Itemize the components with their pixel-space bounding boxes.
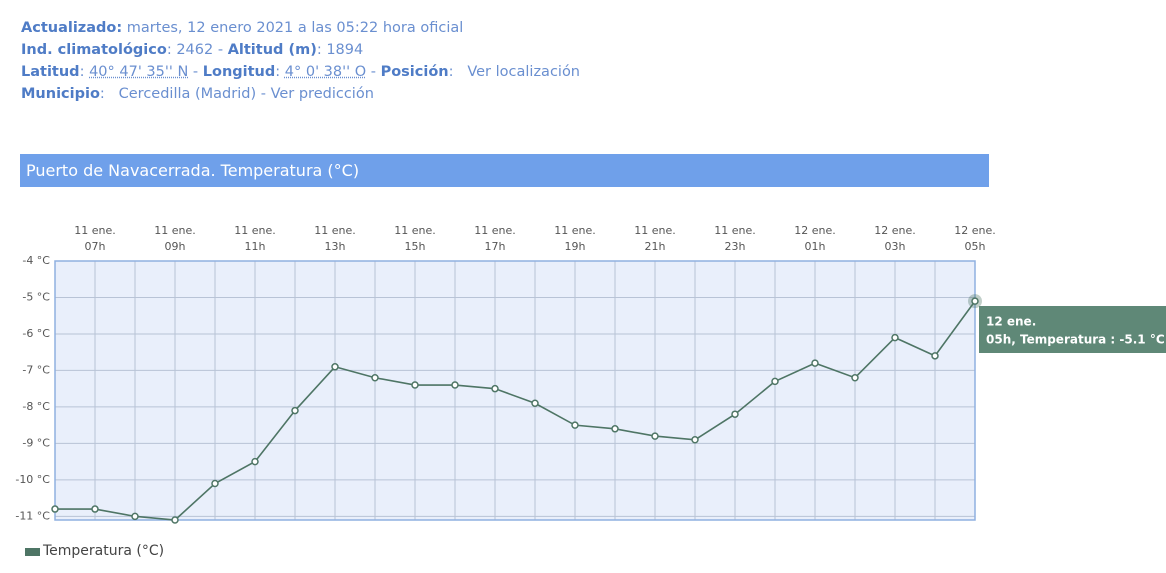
x-tick-label: 03h <box>885 240 906 253</box>
y-tick-label: -10 °C <box>15 473 50 486</box>
x-tick-date: 12 ene. <box>954 224 996 237</box>
legend-label[interactable]: Temperatura (°C) <box>42 543 164 559</box>
point <box>211 479 219 488</box>
point <box>891 333 899 342</box>
info-value[interactable]: Cercedilla (Madrid) - Ver predicción <box>118 86 374 102</box>
info-row: Latitud: 40° 47' 35'' N - Longitud: 4° 0… <box>21 61 580 83</box>
separator: : <box>79 64 90 80</box>
point <box>971 297 979 305</box>
point <box>651 432 659 440</box>
x-tick-date: 11 ene. <box>634 224 676 237</box>
x-tick-date: 12 ene. <box>874 224 916 237</box>
info-value: 4° 0' 38'' O <box>284 64 367 80</box>
line <box>55 300 976 521</box>
y-tick-label: -9 °C <box>22 436 50 449</box>
info-value[interactable]: Ver localización <box>467 64 581 80</box>
plot-border <box>54 260 976 521</box>
x-tick-date: 11 ene. <box>474 224 516 237</box>
point <box>491 384 499 393</box>
info-value: martes, 12 enero 2021 a las 05:22 hora o… <box>122 20 464 36</box>
x-tick-date: 11 ene. <box>714 224 756 237</box>
chart-title: Puerto de Navacerrada. Temperatura (°C) <box>20 154 989 187</box>
y-tick-label: -4 °C <box>22 254 50 267</box>
x-tick-label: 01h <box>805 240 826 253</box>
info-label: Ind. climatológico <box>21 42 167 58</box>
point <box>411 381 419 389</box>
info-row: Actualizado: martes, 12 enero 2021 a las… <box>21 17 580 39</box>
info-row: Municipio: Cercedilla (Madrid) - Ver pre… <box>21 83 580 105</box>
point <box>531 399 539 408</box>
x-tick-date: 11 ene. <box>394 224 436 237</box>
point <box>811 359 819 367</box>
station-info: Actualizado: martes, 12 enero 2021 a las… <box>21 17 580 105</box>
point <box>371 373 379 382</box>
point <box>251 457 259 466</box>
x-tick-date: 12 ene. <box>794 224 836 237</box>
point <box>171 516 179 524</box>
plot-area <box>55 261 975 520</box>
x-tick-label: 07h <box>85 240 106 253</box>
point <box>771 377 779 386</box>
point <box>571 421 579 429</box>
point <box>931 352 939 360</box>
y-tick-label: -8 °C <box>22 400 50 413</box>
point <box>451 381 459 389</box>
x-tick-date: 11 ene. <box>154 224 196 237</box>
info-value: : 2462 - <box>166 42 228 58</box>
separator: - <box>188 64 203 80</box>
x-tick-label: 11h <box>245 240 266 253</box>
separator: - <box>366 64 381 80</box>
point <box>331 363 339 371</box>
x-tick-label: 05h <box>965 240 986 253</box>
x-tick-label: 23h <box>725 240 746 253</box>
info-row: Ind. climatológico: 2462 - Altitud (m): … <box>21 39 580 61</box>
y-tick-label: -6 °C <box>22 327 50 340</box>
x-tick-label: 15h <box>405 240 426 253</box>
info-label: Municipio <box>21 86 100 102</box>
info-label: Latitud <box>21 64 80 80</box>
separator: : <box>99 86 119 102</box>
tooltip-text: 05h, Temperatura : -5.1 °C <box>986 333 1165 347</box>
y-tick-label: -7 °C <box>22 363 50 376</box>
x-tick-date: 11 ene. <box>554 224 596 237</box>
separator: : <box>448 64 468 80</box>
point <box>851 373 859 382</box>
tooltip-box <box>979 306 1166 353</box>
x-tick-label: 17h <box>485 240 506 253</box>
info-label: Posición <box>380 64 449 80</box>
point <box>691 435 699 444</box>
point <box>291 406 299 415</box>
info-label: Altitud (m) <box>227 42 317 58</box>
separator: : <box>275 64 285 80</box>
info-label: Longitud <box>202 64 276 80</box>
y-tick-label: -11 °C <box>15 509 50 522</box>
tooltip-title: 12 ene. <box>986 315 1036 329</box>
x-tick-label: 21h <box>645 240 666 253</box>
point <box>731 410 739 418</box>
x-tick-label: 09h <box>165 240 186 253</box>
x-tick-label: 19h <box>565 240 586 253</box>
info-value: 40° 47' 35'' N <box>89 64 189 80</box>
x-tick-date: 11 ene. <box>74 224 116 237</box>
x-tick-date: 11 ene. <box>314 224 356 237</box>
x-tick-date: 11 ene. <box>234 224 276 237</box>
info-label: Actualizado: <box>21 20 123 36</box>
point <box>51 505 59 513</box>
legend-swatch <box>25 548 40 556</box>
y-tick-label: -5 °C <box>22 290 50 303</box>
x-tick-label: 13h <box>325 240 346 253</box>
point <box>91 505 99 513</box>
info-value: : 1894 <box>316 42 364 58</box>
point <box>131 512 139 521</box>
point <box>611 425 619 433</box>
